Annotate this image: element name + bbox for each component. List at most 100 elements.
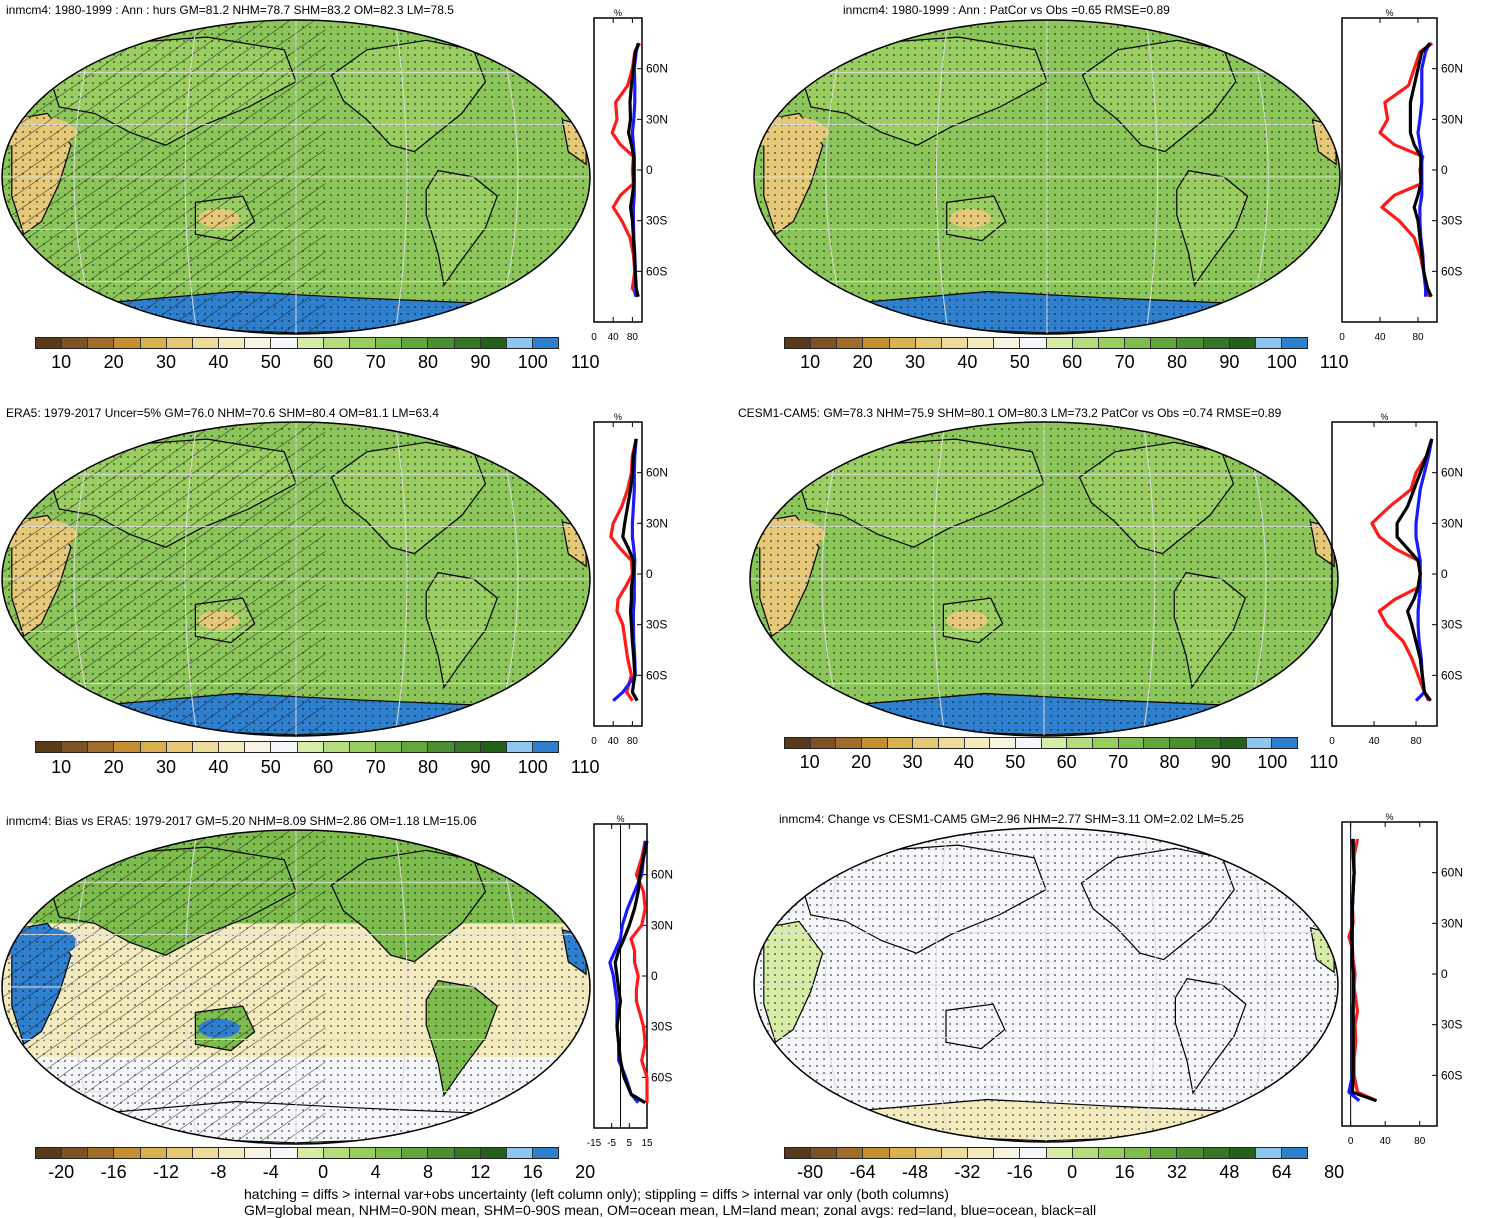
colorbar-swatch (785, 338, 812, 348)
graticule-line (184, 830, 198, 1144)
footer-line-1: hatching = diffs > internal var+obs unce… (244, 1186, 949, 1202)
x-tick-label: 80 (1410, 736, 1422, 747)
x-tick-label: 80 (1414, 1136, 1426, 1147)
zonal-unit: % (1380, 412, 1388, 422)
colorbar-swatch (140, 1148, 167, 1158)
colorbar-swatch (349, 742, 377, 752)
y-tick-label: 60N (1441, 466, 1463, 480)
colorbar-label: 60 (313, 352, 334, 372)
colorbar-label: 30 (155, 757, 177, 777)
y-tick-label: 0 (1441, 567, 1448, 581)
colorbar-swatch (1229, 1148, 1256, 1158)
zonal-series-all (1408, 42, 1433, 298)
colorbar-swatch (1098, 1148, 1126, 1158)
colorbar (35, 337, 559, 349)
colorbar-swatch (297, 1148, 324, 1158)
colorbar-swatch (1046, 1148, 1073, 1158)
colorbar-swatch (62, 1148, 89, 1158)
map-border (753, 827, 1339, 1143)
y-tick-label: 30S (1441, 1018, 1462, 1032)
x-tick-label: 0 (591, 736, 597, 747)
colorbar-swatch (402, 1148, 429, 1158)
colorbar-label: 40 (957, 352, 978, 372)
colorbar-label: 90 (1210, 752, 1231, 772)
zonal-series-all (1395, 438, 1434, 702)
colorbar-label: 60 (1062, 352, 1083, 372)
panel-title: inmcm4: 1980-1999 : Ann : PatCor vs Obs … (843, 3, 1170, 17)
colorbar-label: 90 (470, 352, 491, 372)
x-tick-label: 5 (627, 1138, 633, 1149)
colorbar-label: 90 (470, 757, 491, 777)
colorbar-swatch (1255, 1148, 1282, 1158)
x-tick-label: 0 (1339, 332, 1345, 343)
zonal-mean-plot: % 60N 30N 0 30S 60S 0 40 80 (591, 8, 668, 343)
zonal-mean-plot: % 60N 30N 0 30S 60S 0 40 80 (1329, 412, 1463, 747)
map-border (749, 421, 1339, 737)
colorbar-swatch (36, 338, 63, 348)
zonal-mean-plot: % 60N 30N 0 30S 60S 0 40 80 (1341, 812, 1463, 1147)
colorbar-label: 50 (1009, 352, 1030, 372)
graticule-line (1144, 20, 1159, 334)
panel-title: CESM1-CAM5: GM=78.3 NHM=75.9 SHM=80.1 OM… (738, 406, 1282, 420)
colorbar-swatch (297, 338, 324, 348)
map-patcor-inmcm4 (753, 19, 1341, 335)
colorbar-swatch (349, 338, 377, 348)
colorbar-label: 10 (800, 352, 821, 372)
colorbar-label: 40 (208, 757, 229, 777)
colorbar-swatch (1151, 1148, 1178, 1158)
y-tick-label: 30S (1441, 618, 1462, 632)
colorbar (784, 1147, 1308, 1159)
colorbar-swatch (1072, 338, 1099, 348)
y-tick-label: 0 (1441, 163, 1448, 177)
colorbar-swatch (428, 742, 455, 752)
y-tick-label: 0 (651, 969, 658, 983)
colorbar-swatch (964, 738, 991, 748)
x-tick-label: 0 (1348, 1136, 1354, 1147)
y-tick-label: 30N (651, 918, 673, 932)
colorbar-label: 32 (1166, 1162, 1188, 1182)
colorbar-label: 8 (422, 1162, 434, 1182)
y-tick-label: 30S (1441, 214, 1462, 228)
colorbar-swatch (323, 742, 350, 752)
colorbar-swatch (166, 1148, 193, 1158)
colorbar-swatch (454, 1148, 481, 1158)
zonal-unit: % (1385, 812, 1393, 822)
colorbar-swatch (480, 742, 507, 752)
zonal-unit: % (614, 412, 622, 422)
colorbar-swatch (166, 742, 193, 752)
panel-title: ERA5: 1979-2017 Uncer=5% GM=76.0 NHM=70.… (6, 406, 439, 420)
map-fill (754, 20, 1340, 334)
zonal-series-land (629, 840, 649, 1103)
x-tick-label: 0 (1329, 736, 1335, 747)
zonal-series-all (613, 840, 649, 1105)
x-tick-label: 80 (1412, 332, 1424, 343)
x-tick-label: 0 (591, 332, 597, 343)
colorbar-swatch (994, 338, 1021, 348)
colorbar-swatch (1020, 338, 1047, 348)
graticule-line (932, 422, 946, 736)
colorbar-label: 60 (1056, 752, 1077, 772)
map-hurs-inmcm4 (1, 19, 591, 335)
map-border (1, 421, 591, 737)
colorbar-swatch (349, 1148, 377, 1158)
colorbar-label: 30 (902, 752, 923, 772)
colorbar-swatch (1072, 1148, 1099, 1158)
x-tick-label: 40 (608, 736, 620, 747)
map-fill (750, 422, 1338, 736)
colorbar-swatch (1098, 338, 1126, 348)
colorbar-label: 30 (155, 352, 177, 372)
colorbar-swatch (861, 738, 888, 748)
map-era5 (1, 421, 591, 737)
colorbar-swatch (506, 338, 533, 348)
colorbar-swatch (323, 1148, 350, 1158)
colorbar-swatch (1125, 338, 1152, 348)
y-tick-label: 0 (1441, 967, 1448, 981)
colorbar-swatch (114, 742, 141, 752)
colorbar-swatch (1144, 738, 1170, 748)
colorbar-label: -8 (210, 1162, 227, 1182)
colorbar-swatch (941, 338, 969, 348)
colorbar-swatch (810, 738, 837, 748)
colorbar-label: 50 (260, 352, 281, 372)
colorbar-swatch (219, 1148, 246, 1158)
colorbar-label: 90 (1219, 352, 1240, 372)
